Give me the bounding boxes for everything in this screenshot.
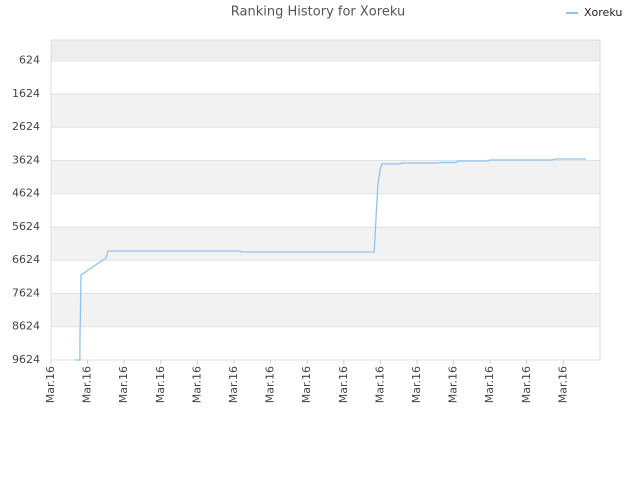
y-tick-label: 8624	[12, 320, 40, 333]
band	[51, 326, 600, 360]
band	[51, 226, 600, 261]
x-tick-label: Mar.16	[227, 366, 240, 403]
y-tick-label: 4624	[12, 187, 40, 200]
x-tick-label: Mar.16	[117, 366, 130, 403]
x-tick-label: Mar.16	[373, 366, 386, 403]
x-tick-label: Mar.16	[483, 366, 496, 403]
band	[51, 193, 600, 227]
y-tick-label: 624	[19, 54, 40, 67]
legend-label: Xoreku	[584, 6, 622, 19]
x-tick-label: Mar.16	[264, 366, 277, 403]
x-tick-label: Mar.16	[556, 366, 569, 403]
y-tick-label: 1624	[12, 87, 40, 100]
band	[51, 127, 600, 161]
x-tick-label: Mar.16	[44, 366, 57, 403]
y-tick-label: 3624	[12, 153, 40, 166]
band	[51, 93, 600, 128]
x-tick-label: Mar.16	[447, 366, 460, 403]
y-tick-label: 7624	[12, 286, 40, 299]
x-tick-label: Mar.16	[337, 366, 350, 403]
x-tick-label: Mar.16	[520, 366, 533, 403]
x-tick-label: Mar.16	[154, 366, 167, 403]
chart-title: Ranking History for Xoreku	[231, 5, 405, 20]
band	[51, 40, 600, 61]
series-line	[75, 158, 587, 361]
band	[51, 293, 600, 327]
x-tick-label: Mar.16	[81, 366, 94, 403]
y-tick-label: 5624	[12, 220, 40, 233]
y-tick-label: 6624	[12, 253, 40, 266]
band	[51, 60, 600, 94]
x-tick-label: Mar.16	[410, 366, 423, 403]
band	[51, 260, 600, 294]
band	[51, 160, 600, 194]
y-tick-label: 9624	[12, 353, 40, 366]
y-tick-label: 2624	[12, 120, 40, 133]
x-tick-label: Mar.16	[190, 366, 203, 403]
x-tick-label: Mar.16	[300, 366, 313, 403]
